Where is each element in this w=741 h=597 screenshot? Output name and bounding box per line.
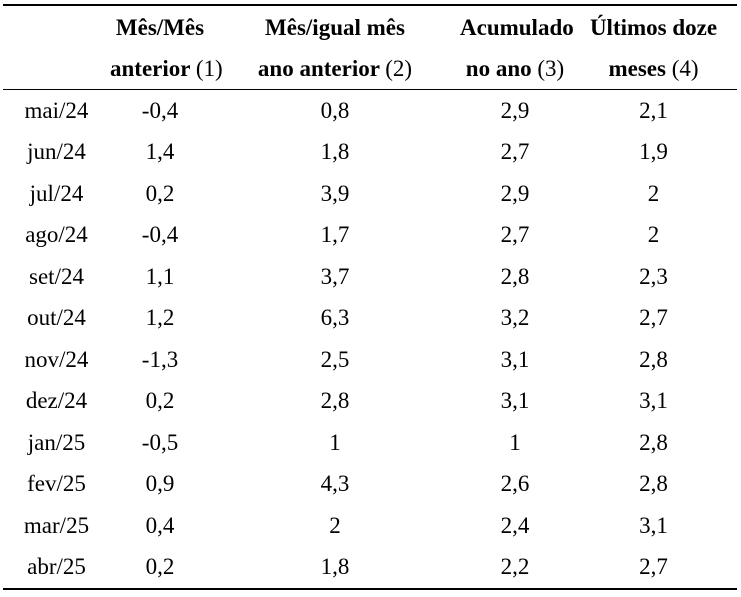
- header-row: Mês/Mês anterior (1) Mês/igual mês ano a…: [3, 5, 737, 90]
- cell-value: 2: [647, 222, 660, 248]
- cell-value: 3,1: [500, 388, 530, 414]
- cell-value: 1,7: [320, 222, 350, 248]
- table-row: ago/24 -0,4 1,7 2,7 2: [3, 215, 737, 257]
- row-label-month: abr/25: [27, 554, 86, 580]
- row-label-month: mai/24: [24, 97, 89, 123]
- table-row: dez/24 0,2 2,8 3,1 3,1: [3, 381, 737, 423]
- cell-value: 3,7: [320, 263, 350, 289]
- cell-value: 4,3: [320, 471, 350, 497]
- row-label-month: ago/24: [25, 222, 88, 248]
- row-label-month: set/24: [29, 263, 84, 289]
- table-row: fev/25 0,9 4,3 2,6 2,8: [3, 464, 737, 506]
- row-label-month: nov/24: [24, 346, 89, 372]
- cell-value: 1,4: [145, 139, 175, 165]
- header-line1: Acumulado: [460, 14, 574, 40]
- table-row: mai/24 -0,4 0,8 2,9 2,1: [3, 90, 737, 132]
- cell-value: 1,1: [145, 263, 175, 289]
- cell-value: 0,2: [145, 554, 175, 580]
- footnote-ref: (2): [385, 55, 413, 81]
- cell-value: 0,4: [145, 512, 175, 538]
- cell-value: 3,1: [500, 346, 530, 372]
- cell-value: -0,4: [141, 97, 179, 123]
- row-label-month: dez/24: [25, 388, 88, 414]
- cell-value: 0,9: [145, 471, 175, 497]
- table-row: out/24 1,2 6,3 3,2 2,7: [3, 298, 737, 340]
- header-line2: anterior (1): [110, 55, 223, 81]
- footnote-ref: (3): [537, 55, 565, 81]
- header-line1: Mês/igual mês: [265, 14, 405, 40]
- cell-value: 1,8: [320, 554, 350, 580]
- cell-value: -1,3: [141, 346, 179, 372]
- cell-value: 2,8: [639, 471, 668, 497]
- cell-value: 2: [329, 512, 341, 538]
- cell-value: 2,8: [639, 346, 668, 372]
- cell-value: 3,9: [320, 180, 350, 206]
- table-row: jan/25 -0,5 1 1 2,8: [3, 422, 737, 464]
- cell-value: 1: [509, 429, 521, 455]
- corner-cell: [3, 5, 110, 90]
- cell-value: 2,5: [320, 346, 350, 372]
- footnote-ref: (4): [671, 55, 699, 81]
- column-header-mes-mes-anterior: Mês/Mês anterior (1): [110, 5, 223, 90]
- cell-value: 1,2: [145, 305, 175, 331]
- cell-value: 2,6: [500, 471, 530, 497]
- cell-value: -0,5: [141, 429, 179, 455]
- cell-value: 0,8: [320, 97, 350, 123]
- cell-value: 2,1: [639, 97, 668, 123]
- cell-value: 3,1: [639, 388, 668, 414]
- row-label-month: out/24: [27, 305, 86, 331]
- cell-value: 2,8: [639, 429, 668, 455]
- row-label-month: jan/25: [27, 429, 86, 455]
- cell-value: 1,9: [639, 139, 668, 165]
- cell-value: 6,3: [320, 305, 350, 331]
- header-line2: meses (4): [608, 55, 699, 81]
- cell-value: 2,4: [500, 512, 530, 538]
- table-row: abr/25 0,2 1,8 2,2 2,7: [3, 547, 737, 590]
- row-label-month: jul/24: [29, 180, 84, 206]
- table-row: mar/25 0,4 2 2,4 3,1: [3, 505, 737, 547]
- table-body: mai/24 -0,4 0,8 2,9 2,1 jun/24 1,4 1,8 2,7 1,9 jul…: [3, 90, 737, 590]
- cell-value: 0,2: [145, 180, 175, 206]
- cell-value: 1,8: [320, 139, 350, 165]
- cell-value: 2,3: [639, 263, 668, 289]
- table-row: set/24 1,1 3,7 2,8 2,3: [3, 256, 737, 298]
- cell-value: 2,7: [500, 139, 530, 165]
- cell-value: -0,4: [141, 222, 179, 248]
- row-label-month: jun/24: [27, 139, 86, 165]
- cell-value: 2,2: [500, 554, 530, 580]
- table-row: jun/24 1,4 1,8 2,7 1,9: [3, 132, 737, 174]
- cell-value: 0,2: [145, 388, 175, 414]
- cell-value: 2,7: [639, 554, 668, 580]
- row-label-month: mar/25: [23, 512, 90, 538]
- column-header-mes-igual-mes-ano-anterior: Mês/igual mês ano anterior (2): [210, 5, 460, 90]
- row-label-month: fev/25: [27, 471, 86, 497]
- table-row: nov/24 -1,3 2,5 3,1 2,8: [3, 339, 737, 381]
- table-row: jul/24 0,2 3,9 2,9 2: [3, 173, 737, 215]
- header-line2: no ano (3): [465, 55, 565, 81]
- column-header-acumulado-no-ano: Acumulado no ano (3): [460, 5, 574, 90]
- cell-value: 2: [647, 180, 660, 206]
- monthly-index-table: Mês/Mês anterior (1) Mês/igual mês ano a…: [3, 4, 737, 590]
- cell-value: 2,9: [500, 180, 530, 206]
- footnote-ref: (1): [195, 55, 223, 81]
- header-line1: Mês/Mês: [115, 14, 205, 40]
- cell-value: 2,7: [639, 305, 668, 331]
- cell-value: 1: [329, 429, 341, 455]
- table-header: Mês/Mês anterior (1) Mês/igual mês ano a…: [3, 5, 737, 90]
- header-line1: Últimos doze: [589, 14, 718, 40]
- cell-value: 2,9: [500, 97, 530, 123]
- column-header-ultimos-doze-meses: Últimos doze meses (4): [570, 5, 737, 90]
- cell-value: 2,7: [500, 222, 530, 248]
- header-line2: ano anterior (2): [257, 55, 413, 81]
- cell-value: 2,8: [320, 388, 350, 414]
- cell-value: 3,1: [639, 512, 668, 538]
- cell-value: 2,8: [500, 263, 530, 289]
- cell-value: 3,2: [500, 305, 530, 331]
